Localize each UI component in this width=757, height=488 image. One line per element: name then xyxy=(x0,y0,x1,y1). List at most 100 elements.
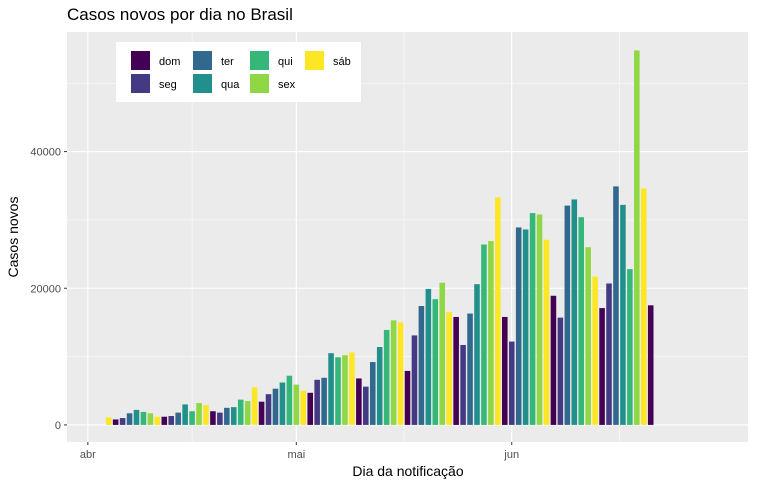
legend-key-seg xyxy=(131,74,150,93)
bar xyxy=(140,411,147,425)
bar xyxy=(349,352,355,425)
bar xyxy=(356,378,362,425)
bar xyxy=(613,186,619,425)
bar xyxy=(376,347,383,425)
bar xyxy=(432,299,439,425)
x-tick-label: abr xyxy=(80,449,96,461)
bar xyxy=(606,283,612,425)
bar xyxy=(439,282,446,425)
bar xyxy=(647,305,654,425)
bar xyxy=(244,401,251,425)
bar xyxy=(383,329,390,425)
legend-label: seg xyxy=(159,79,177,91)
bar xyxy=(342,355,348,425)
bar xyxy=(543,239,550,425)
bar xyxy=(231,407,237,425)
legend-key-qui xyxy=(250,51,269,70)
bar xyxy=(154,416,161,425)
bar xyxy=(522,229,529,425)
legend-key-ter xyxy=(193,51,212,70)
bar xyxy=(578,217,584,425)
bar xyxy=(481,244,487,425)
bar xyxy=(640,188,647,425)
x-tick-label: jun xyxy=(503,449,519,461)
bar xyxy=(105,417,112,425)
bar xyxy=(599,308,605,425)
legend-label: dom xyxy=(159,56,180,68)
bar xyxy=(467,313,473,425)
bar xyxy=(126,413,133,425)
bar xyxy=(425,288,432,425)
bar xyxy=(258,401,265,425)
bar xyxy=(321,377,327,425)
bar xyxy=(550,295,557,425)
bar xyxy=(536,214,543,425)
bar xyxy=(515,227,522,425)
x-tick-label: mai xyxy=(287,449,305,461)
bar xyxy=(418,306,425,425)
y-axis-title: Casos novos xyxy=(5,197,21,278)
bar xyxy=(508,341,515,425)
bar xyxy=(571,199,578,425)
bar xyxy=(286,375,293,425)
bar xyxy=(189,411,195,425)
bar xyxy=(314,379,320,425)
legend-box xyxy=(116,42,361,102)
bar xyxy=(279,382,286,425)
legend-key-sex xyxy=(250,74,269,93)
bar xyxy=(592,276,598,425)
y-tick-label: 0 xyxy=(55,420,61,432)
bar xyxy=(335,357,341,425)
bar xyxy=(474,284,480,425)
legend-label: qui xyxy=(278,56,293,68)
bar xyxy=(119,418,126,425)
bar xyxy=(196,403,202,425)
bar xyxy=(627,269,633,425)
bar xyxy=(620,204,626,425)
chart-title: Casos novos por dia no Brasil xyxy=(67,5,293,24)
bar xyxy=(217,412,223,425)
legend-label: sáb xyxy=(333,56,351,68)
bar xyxy=(293,384,300,425)
bar xyxy=(369,362,376,425)
bar xyxy=(175,412,181,425)
bar xyxy=(272,388,279,425)
bar xyxy=(210,411,216,425)
bar xyxy=(397,322,404,425)
bar xyxy=(265,394,272,425)
x-axis-title: Dia da notificação xyxy=(352,463,464,479)
bar xyxy=(564,205,571,425)
bar xyxy=(182,404,188,425)
bar xyxy=(404,370,411,425)
bar xyxy=(147,413,154,425)
bar xyxy=(557,317,564,425)
bar xyxy=(634,50,640,425)
bar xyxy=(112,419,119,425)
x-axis: abr mai jun xyxy=(80,442,519,461)
bar xyxy=(529,213,536,425)
legend: dom seg ter qua qui sex sáb xyxy=(116,42,361,102)
legend-label: ter xyxy=(221,56,234,68)
y-tick-label: 20000 xyxy=(30,283,61,295)
bars xyxy=(105,50,654,425)
bar xyxy=(502,316,508,425)
bar xyxy=(411,335,418,425)
bar xyxy=(488,241,494,425)
bar xyxy=(460,344,466,425)
bar xyxy=(251,387,258,425)
bar xyxy=(168,416,175,425)
bar xyxy=(328,353,334,425)
bar xyxy=(495,197,501,425)
bar xyxy=(224,407,230,425)
y-tick-label: 40000 xyxy=(30,147,61,159)
bar xyxy=(203,405,209,425)
bar xyxy=(161,416,168,425)
bar xyxy=(133,409,140,425)
bar xyxy=(585,247,591,425)
bar xyxy=(363,386,369,425)
bar xyxy=(446,312,452,425)
bar xyxy=(453,316,459,425)
y-axis: 0 20000 40000 xyxy=(30,147,67,432)
legend-key-qua xyxy=(193,74,212,93)
